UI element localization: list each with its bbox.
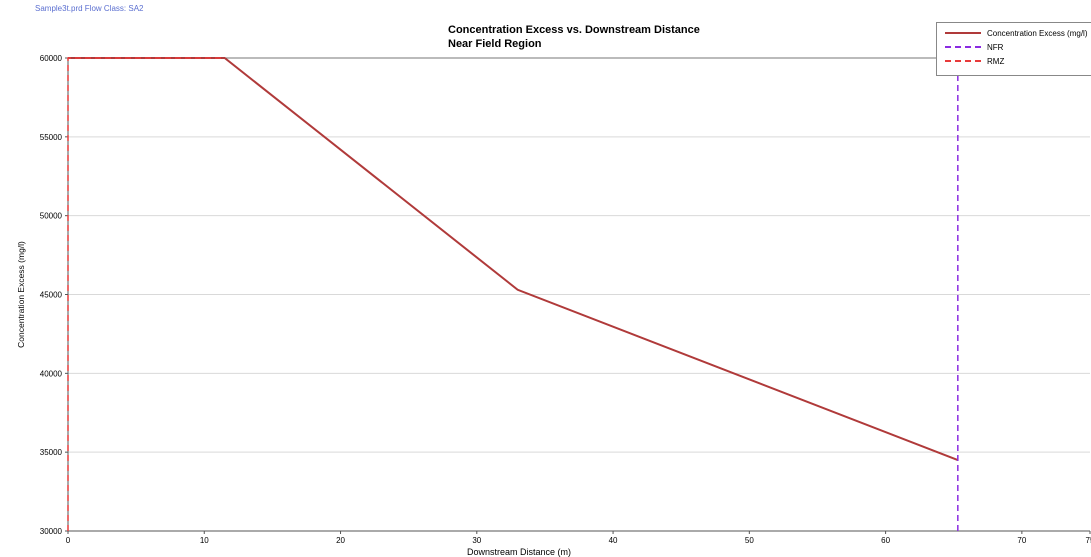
y-tick-label: 55000 [40,133,63,142]
y-axis-title: Concentration Excess (mg/l) [16,241,26,348]
legend-item-rmz: RMZ [937,55,1004,67]
axis-labels: 30000 35000 40000 45000 50000 55000 60000 0 10 20… [16,54,1091,557]
legend-label-nfr: NFR [987,42,1004,52]
grid [68,57,1090,532]
y-tick-label: 50000 [40,212,63,221]
y-tick-label: 35000 [40,448,63,457]
file-label: Sample3t.prd Flow Class: SA2 [35,4,144,13]
series [67,57,959,531]
series-line-concentration [68,57,959,461]
x-tick-label: 40 [609,536,618,545]
x-tick-label: 60 [881,536,890,545]
y-tick-label: 45000 [40,291,63,300]
y-tick-label: 40000 [40,369,63,378]
legend-swatch-concentration [945,32,981,34]
chart-title-block: Concentration Excess vs. Downstream Dist… [448,23,700,51]
x-tick-label: 75 [1086,536,1091,545]
x-tick-label: 70 [1017,536,1026,545]
chart-title: Concentration Excess vs. Downstream Dist… [448,24,700,36]
x-tick-label: 10 [200,536,209,545]
legend-swatch-nfr [945,46,981,48]
x-tick-label: 30 [472,536,481,545]
legend-label-concentration: Concentration Excess (mg/l) [987,28,1088,38]
chart-subtitle: Near Field Region [448,38,542,50]
x-tick-label: 0 [66,536,71,545]
legend-item-nfr: NFR [937,41,1003,53]
legend: Concentration Excess (mg/l) NFR RMZ [936,22,1091,76]
legend-item-concentration: Concentration Excess (mg/l) [937,27,1087,39]
x-axis-title: Downstream Distance (m) [467,547,571,557]
y-tick-label: 30000 [40,527,63,536]
legend-swatch-rmz [945,60,981,62]
y-tick-label: 60000 [40,54,63,63]
series-line-rmz [67,57,225,531]
x-tick-label: 50 [745,536,754,545]
x-tick-label: 20 [336,536,345,545]
axes [65,57,1091,534]
legend-label-rmz: RMZ [987,56,1005,66]
